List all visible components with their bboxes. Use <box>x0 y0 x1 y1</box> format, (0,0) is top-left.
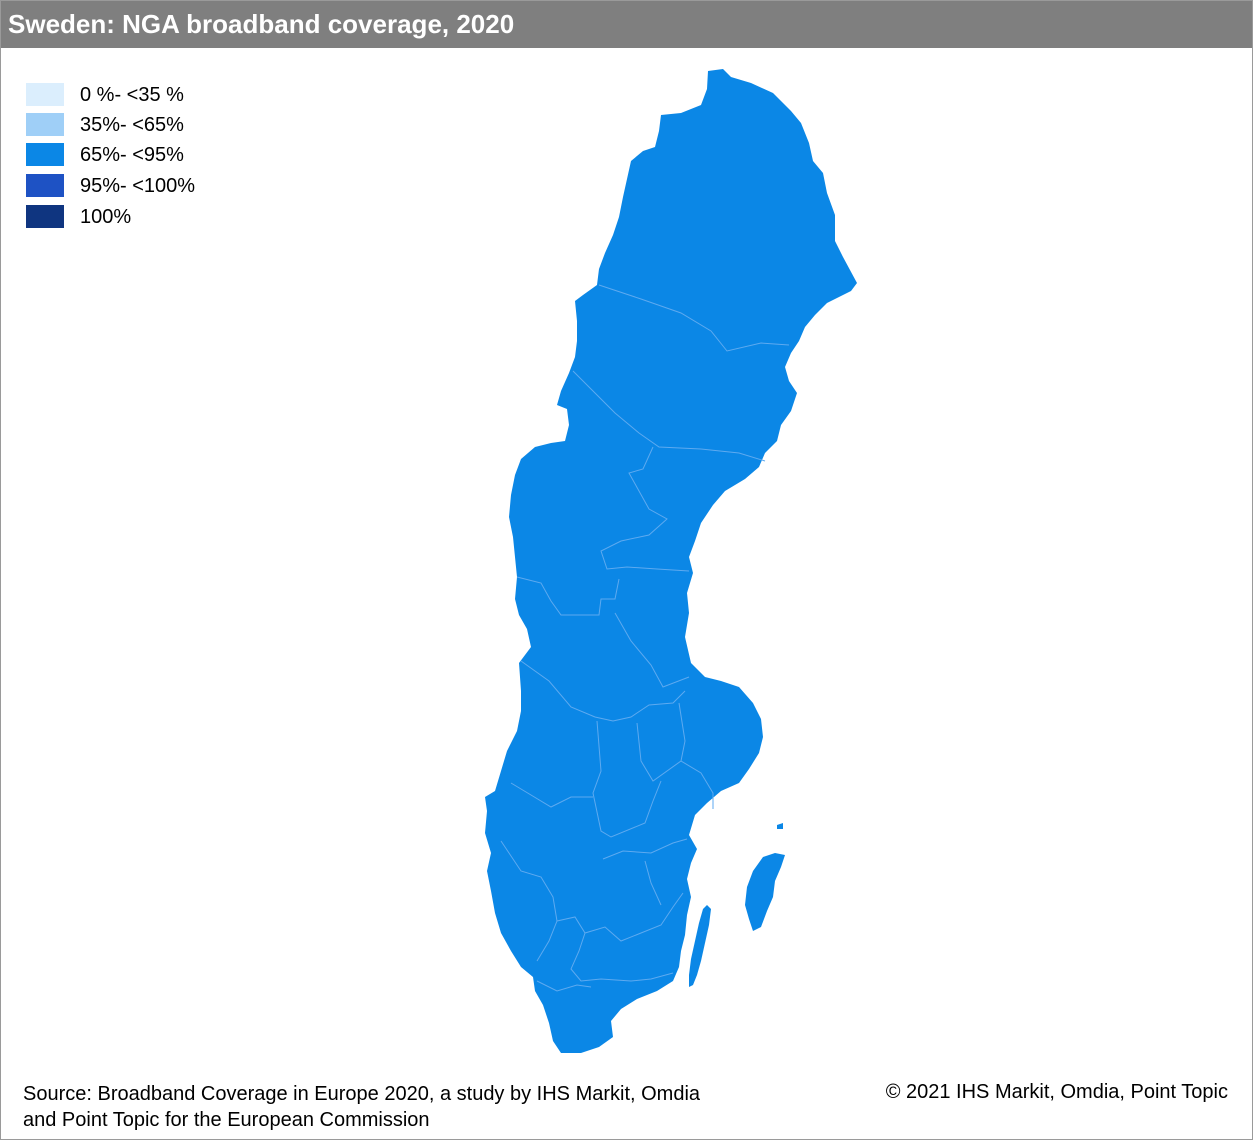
map-title: Sweden: NGA broadband coverage, 2020 <box>8 9 515 39</box>
county-border <box>500 840 558 962</box>
county-border <box>510 782 593 808</box>
county-border <box>536 980 592 992</box>
county-border <box>644 860 662 906</box>
gotland-island <box>745 853 785 931</box>
county-border <box>516 576 620 616</box>
county-border <box>592 720 662 838</box>
title-bar: Sweden: NGA broadband coverage, 2020 <box>1 1 1252 48</box>
county-border <box>570 932 674 982</box>
legend-item-0-35: 0 %- <35 % <box>26 83 286 107</box>
legend-item-65-95: 65%- <95% <box>26 143 286 167</box>
county-border <box>678 702 714 809</box>
legend-item-35-65: 35%- <65% <box>26 113 286 137</box>
legend-item-100: 100% <box>26 205 286 229</box>
county-border <box>598 284 790 352</box>
source-line-1: Source: Broadband Coverage in Europe 202… <box>23 1083 701 1105</box>
oland-island <box>689 905 711 987</box>
legend-label-100: 100% <box>80 206 132 228</box>
legend-swatch-100 <box>26 205 64 228</box>
county-border <box>600 446 690 572</box>
legend-label-95-100: 95%- <100% <box>80 175 196 197</box>
sweden-mainland <box>485 69 857 1053</box>
county-border <box>602 838 688 860</box>
legend-label-0-35: 0 %- <35 % <box>80 84 184 106</box>
gotland-islet <box>777 823 783 829</box>
legend-label-35-65: 35%- <65% <box>80 114 184 136</box>
legend-swatch-95-100 <box>26 174 64 197</box>
legend-label-65-95: 65%- <95% <box>80 144 184 166</box>
legend-item-95-100: 95%- <100% <box>26 174 286 198</box>
county-borders <box>500 284 790 992</box>
legend-swatch-35-65 <box>26 113 64 136</box>
county-border <box>556 892 684 942</box>
county-border <box>614 612 690 688</box>
county-border <box>572 370 766 462</box>
source-note: Source: Broadband Coverage in Europe 202… <box>23 1081 700 1133</box>
legend-swatch-65-95 <box>26 143 64 166</box>
county-border <box>636 722 682 782</box>
sweden-country <box>485 69 857 1053</box>
copyright-note: © 2021 IHS Markit, Omdia, Point Topic <box>885 1081 1228 1103</box>
source-line-2: and Point Topic for the European Commiss… <box>23 1109 430 1131</box>
county-border <box>520 660 686 722</box>
legend-swatch-0-35 <box>26 83 64 106</box>
